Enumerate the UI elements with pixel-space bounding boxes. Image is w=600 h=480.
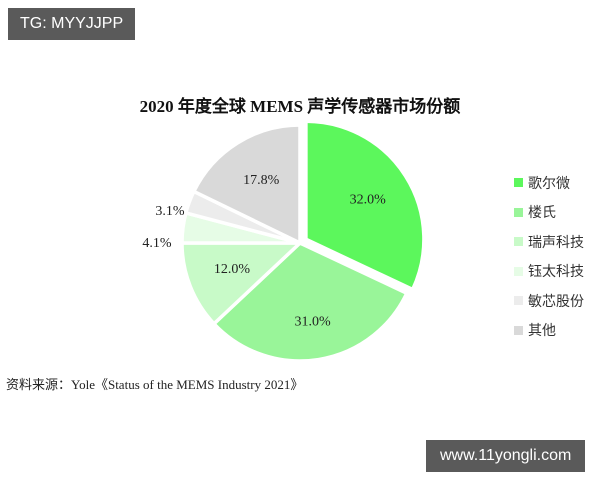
legend-swatch xyxy=(514,237,523,247)
pie-labels: 32.0% 31.0% 12.0% 4.1% 3.1% 17.8% xyxy=(142,173,386,329)
pie-slice xyxy=(180,241,305,327)
pie-slice-label: 32.0% xyxy=(350,192,387,207)
legend-label: 其他 xyxy=(528,324,556,340)
legend-label: 楼氏 xyxy=(528,206,556,222)
legend-item: 歌尔微 xyxy=(514,168,584,198)
legend-label: 歌尔微 xyxy=(528,176,570,192)
pie-slice xyxy=(211,240,410,363)
legend-item: 楼氏 xyxy=(514,198,584,228)
watermark-top-left: TG: MYYJJPP xyxy=(8,8,136,40)
legend-swatch xyxy=(514,296,523,306)
pie-slice xyxy=(191,123,302,246)
legend-swatch xyxy=(514,178,523,188)
source-note: 资料来源：Yole《Status of the MEMS Industry 20… xyxy=(6,377,304,392)
legend-item: 敏芯股份 xyxy=(514,286,584,316)
pie-slice-label: 12.0% xyxy=(214,262,251,277)
legend-label: 敏芯股份 xyxy=(528,294,584,310)
pie-slices xyxy=(180,119,426,363)
legend-label: 钰太科技 xyxy=(528,265,584,281)
watermark-bottom-right: www.11yongli.com xyxy=(426,440,586,472)
pie-slice-label: 3.1% xyxy=(155,204,185,219)
legend-item: 其他 xyxy=(514,316,584,346)
pie-slice xyxy=(304,119,426,292)
legend-item: 瑞声科技 xyxy=(514,227,584,257)
chart-title: 2020 年度全球 MEMS 声学传感器市场份额 xyxy=(139,97,461,116)
legend-swatch xyxy=(514,207,523,217)
pie-slice-label: 31.0% xyxy=(294,314,331,329)
legend-swatch xyxy=(514,266,523,276)
pie-slice-label: 4.1% xyxy=(142,236,172,251)
legend-item: 钰太科技 xyxy=(514,257,584,287)
pie-slice-label: 17.8% xyxy=(243,173,280,188)
legend-label: 瑞声科技 xyxy=(528,235,584,251)
legend-swatch xyxy=(514,325,523,335)
chart-legend: 歌尔微 楼氏 瑞声科技 钰太科技 敏芯股份 其他 xyxy=(514,168,584,345)
